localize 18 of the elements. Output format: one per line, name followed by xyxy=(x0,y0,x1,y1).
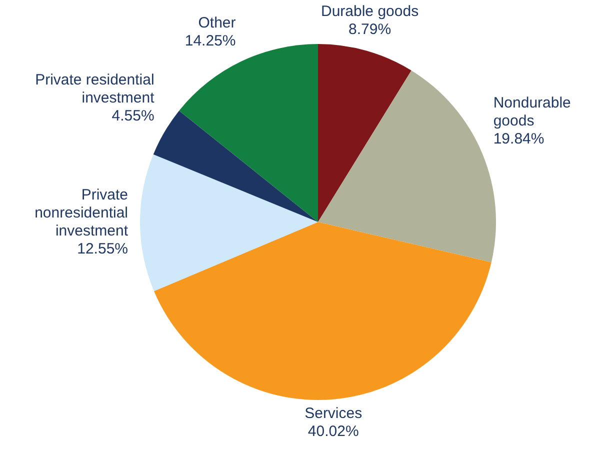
pie-slice xyxy=(318,44,412,222)
data-label: 4.55% xyxy=(112,107,154,124)
pie-slice xyxy=(318,70,496,262)
slice-label: Services xyxy=(304,405,362,422)
slice-label: Nondurable goods xyxy=(493,94,571,130)
data-label: 8.79% xyxy=(348,20,392,38)
data-label: 19.84% xyxy=(493,130,544,148)
data-label: 12.55% xyxy=(77,240,128,258)
pie-slice xyxy=(153,110,318,222)
slice-label: Other xyxy=(198,14,236,32)
pie-slice xyxy=(179,44,318,222)
data-label: 14.25% xyxy=(184,32,236,50)
slice-label: Private residential investment xyxy=(35,71,156,106)
slice-label: Private nonresidential investment xyxy=(34,186,129,240)
slice-label: Durable goods xyxy=(321,2,419,20)
data-label: 40.02% xyxy=(308,423,359,440)
pie-slice xyxy=(140,154,318,292)
pie-slice xyxy=(154,222,492,400)
